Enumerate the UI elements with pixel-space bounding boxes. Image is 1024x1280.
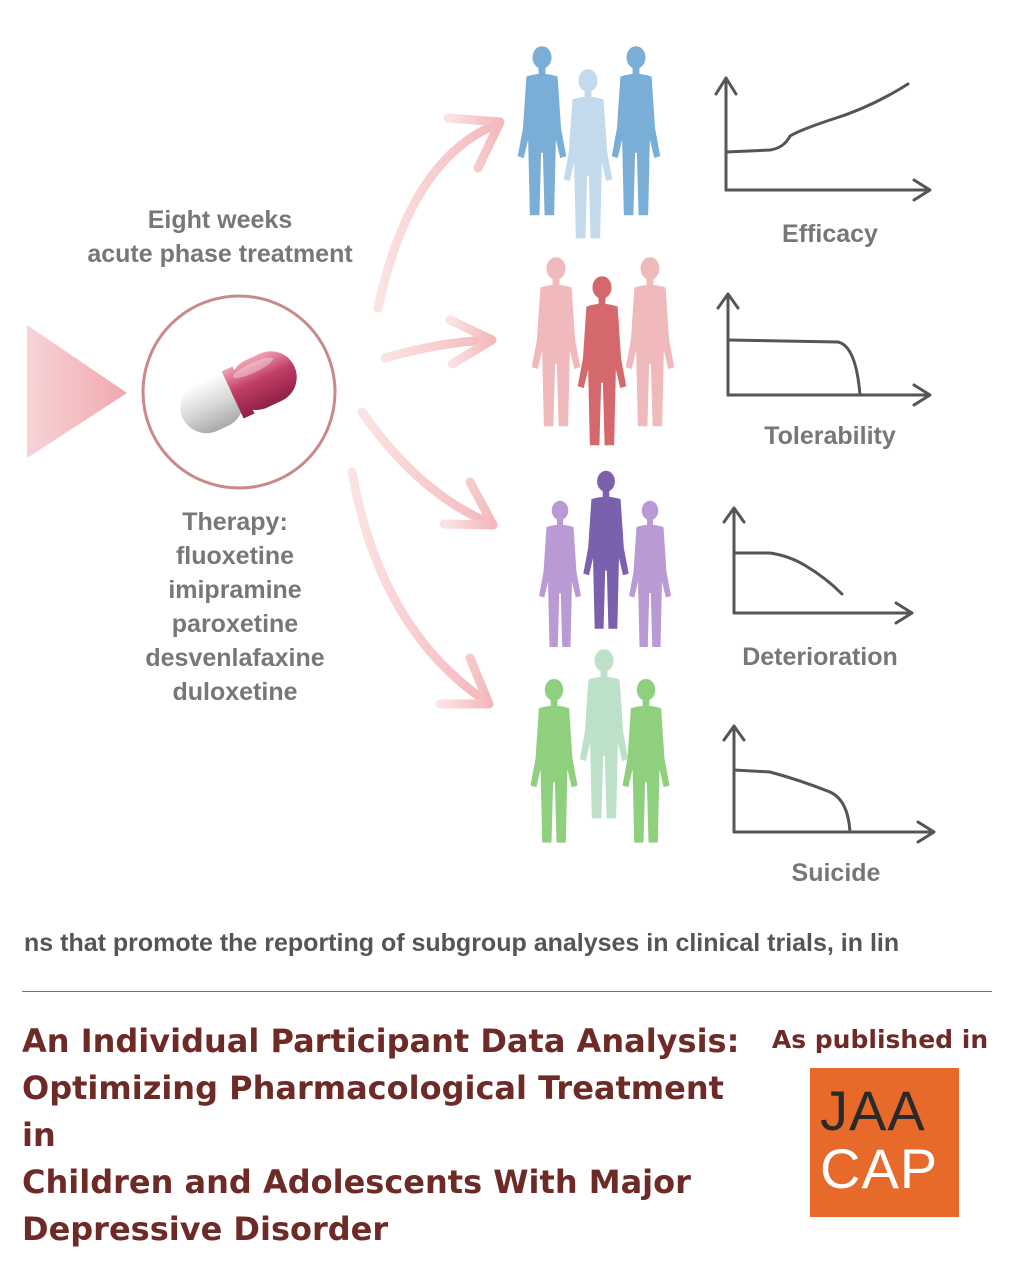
tolerability-label: Tolerability: [764, 422, 896, 450]
arrow-to-tolerability: [380, 335, 495, 363]
efficacy-plot-icon: [714, 76, 932, 202]
person-silhouette-icon: [577, 276, 627, 446]
drug-name: imipramine: [168, 576, 302, 604]
person-silhouette-icon: [629, 500, 671, 647]
suicide-label: Suicide: [791, 859, 881, 887]
drug-name: fluoxetine: [175, 542, 295, 570]
therapy-heading: Therapy:: [182, 508, 288, 536]
tolerability-plot-icon: [716, 292, 932, 407]
suicide-plot-icon: [722, 724, 936, 844]
person-silhouette-icon: [539, 500, 581, 647]
drug-name: desvenlafaxine: [145, 644, 325, 672]
person-silhouette-icon: [563, 69, 613, 239]
arrow-to-efficacy: [373, 120, 500, 313]
divider: [22, 991, 992, 992]
drug-name: duloxetine: [172, 678, 298, 706]
arrow-head-tolerability: [445, 315, 497, 369]
deterioration-people-group: [539, 470, 671, 647]
journal-logo-line: JAA: [820, 1079, 926, 1142]
person-silhouette-icon: [531, 257, 581, 427]
suicide-people-group: [530, 649, 670, 843]
arrow-to-suicide: [347, 467, 492, 707]
arrow-to-deterioration: [357, 407, 497, 529]
person-silhouette-icon: [625, 257, 675, 427]
journal-logo-line: CAP: [820, 1137, 939, 1200]
deterioration-plot-icon: [722, 506, 914, 625]
efficacy-people-group: [517, 46, 661, 239]
treatment-arrows: [347, 113, 505, 709]
journal-logo: JAA CAP: [810, 1068, 959, 1217]
person-silhouette-icon: [611, 46, 661, 216]
people-groups: [517, 46, 675, 843]
article-title: An Individual Participant Data Analysis:…: [22, 1022, 740, 1248]
outcome-plots: [714, 76, 936, 844]
deterioration-label: Deterioration: [742, 643, 898, 671]
person-silhouette-icon: [530, 678, 578, 843]
therapy-label: Therapy: fluoxetine imipramine paroxetin…: [115, 505, 355, 709]
person-silhouette-icon: [622, 678, 670, 843]
arrow-head-efficacy: [443, 113, 505, 173]
pointer-triangle: [27, 325, 127, 458]
caption-fragment: ns that promote the reporting of subgrou…: [24, 929, 900, 957]
arrow-head-deterioration: [439, 477, 498, 530]
published-in-label: As published in: [771, 1025, 989, 1054]
person-silhouette-icon: [579, 649, 629, 819]
tolerability-people-group: [531, 257, 675, 446]
person-silhouette-icon: [583, 470, 629, 629]
phase-label: Eight weeks acute phase treatment: [87, 206, 353, 268]
pill-icon: [141, 294, 337, 490]
drug-name: paroxetine: [171, 610, 299, 638]
person-silhouette-icon: [517, 46, 567, 216]
diagram: [27, 46, 936, 844]
efficacy-label: Efficacy: [782, 220, 878, 248]
arrow-head-suicide: [435, 653, 494, 709]
